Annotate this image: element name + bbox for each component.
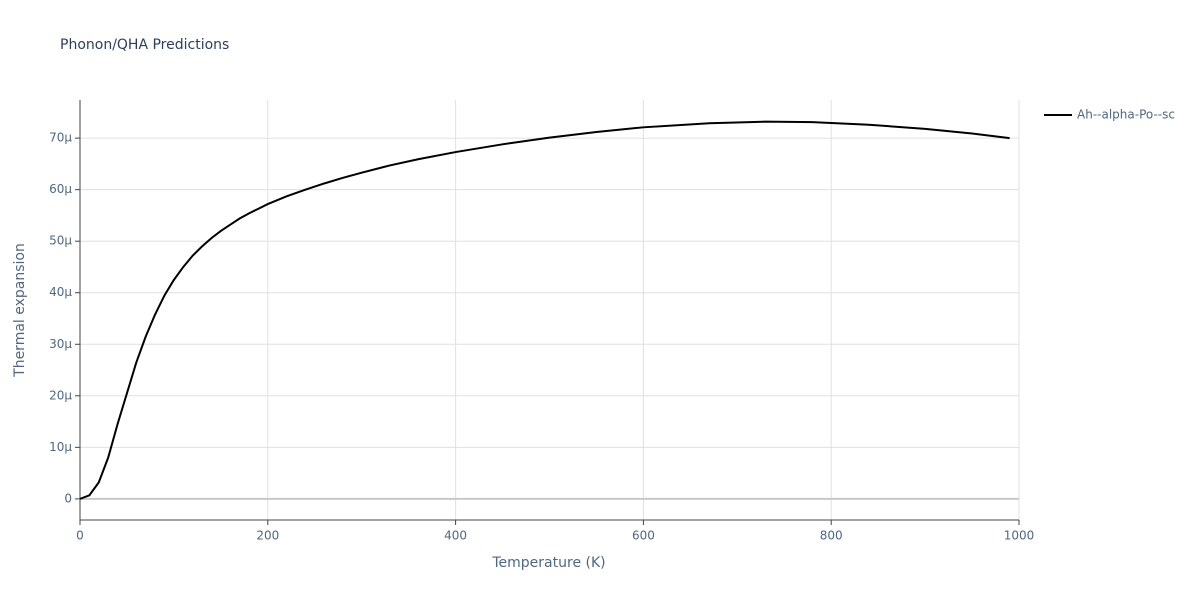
y-tick-label: 0 [64, 491, 72, 505]
x-tick-label: 200 [256, 529, 279, 543]
y-tick-label: 40µ [49, 285, 72, 299]
y-tick-label: 70µ [49, 131, 72, 145]
chart-title: Phonon/QHA Predictions [60, 37, 229, 53]
legend-label: Ah--alpha-Po--sc [1077, 108, 1175, 122]
x-axis-title: Temperature (K) [491, 555, 605, 571]
x-tick-label: 0 [76, 529, 84, 543]
x-tick-label: 600 [632, 529, 655, 543]
data-line [79, 120, 1010, 500]
x-tick-label: 800 [820, 529, 843, 543]
y-tick-label: 10µ [49, 440, 72, 454]
y-tick-label: 20µ [49, 388, 72, 402]
x-tick-label: 1000 [1004, 529, 1035, 543]
x-tick-label: 400 [444, 529, 467, 543]
y-tick-label: 30µ [49, 337, 72, 351]
y-axis-title: Thermal expansion [12, 243, 28, 378]
y-tick-label: 60µ [49, 182, 72, 196]
y-tick-label: 50µ [49, 234, 72, 248]
